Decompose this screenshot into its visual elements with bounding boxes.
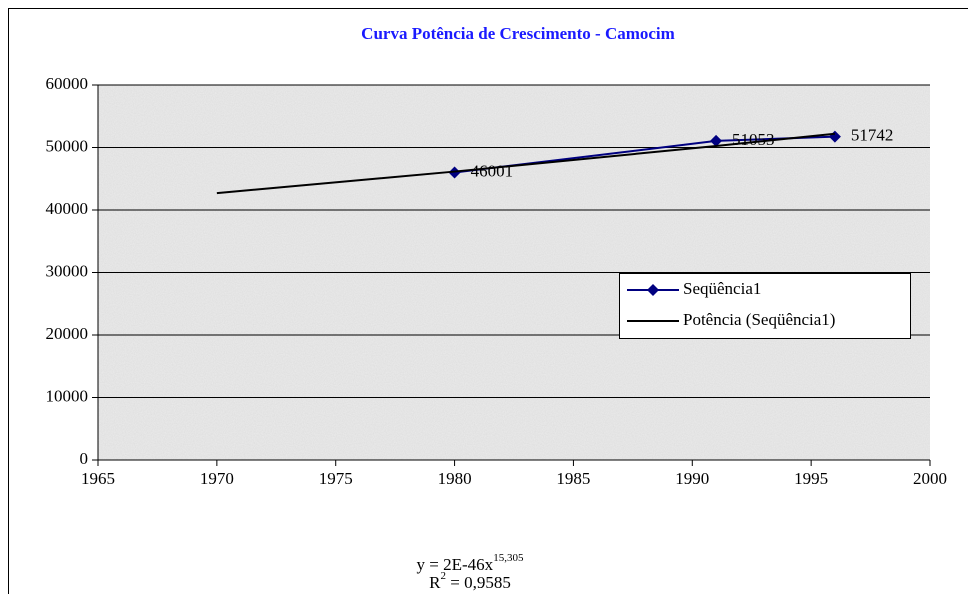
data-label: 51742 [851,126,894,145]
x-tick-label: 1970 [200,469,234,488]
y-tick-label: 30000 [46,261,89,280]
y-tick-label: 40000 [46,199,89,218]
r-squared-exponent: 2 [441,570,447,582]
x-tick-label: 2000 [913,469,947,488]
plot-layer: 0 10000 20000 30000 40000 50000 60000 1965 1970 1… [46,74,948,488]
legend-label: Seqüência1 [683,279,761,298]
r-squared-base: R [429,573,441,592]
chart-title: Curva Potência de Crescimento - Camocim [361,24,675,43]
data-label: 51053 [732,130,775,149]
legend-marker [647,284,659,296]
y-tick-label: 50000 [46,136,89,155]
equation: y = 2E-46x15,305 [417,552,524,574]
y-tick-label: 60000 [46,74,89,93]
data-label: 46001 [471,161,513,180]
x-tick-label: 1975 [319,469,353,488]
x-tick-label: 1985 [556,469,590,488]
y-tick-label: 10000 [46,386,89,405]
x-tick-label: 1995 [794,469,828,488]
x-tick-label: 1980 [438,469,472,488]
marker [710,134,723,147]
legend-box [619,273,911,339]
y-tick-label: 0 [80,449,89,468]
x-tick-label: 1965 [81,469,115,488]
x-tick-label: 1990 [675,469,709,488]
legend-label: Potência (Seqüência1) [683,310,835,329]
series-line [216,132,836,195]
r-squared: R2 = 0,9585 [429,570,511,592]
equation-base: y = 2E-46x [417,555,494,574]
r-squared-rest: = 0,9585 [446,573,511,592]
y-tick-label: 20000 [46,324,89,343]
equation-exponent: 15,305 [493,552,524,564]
